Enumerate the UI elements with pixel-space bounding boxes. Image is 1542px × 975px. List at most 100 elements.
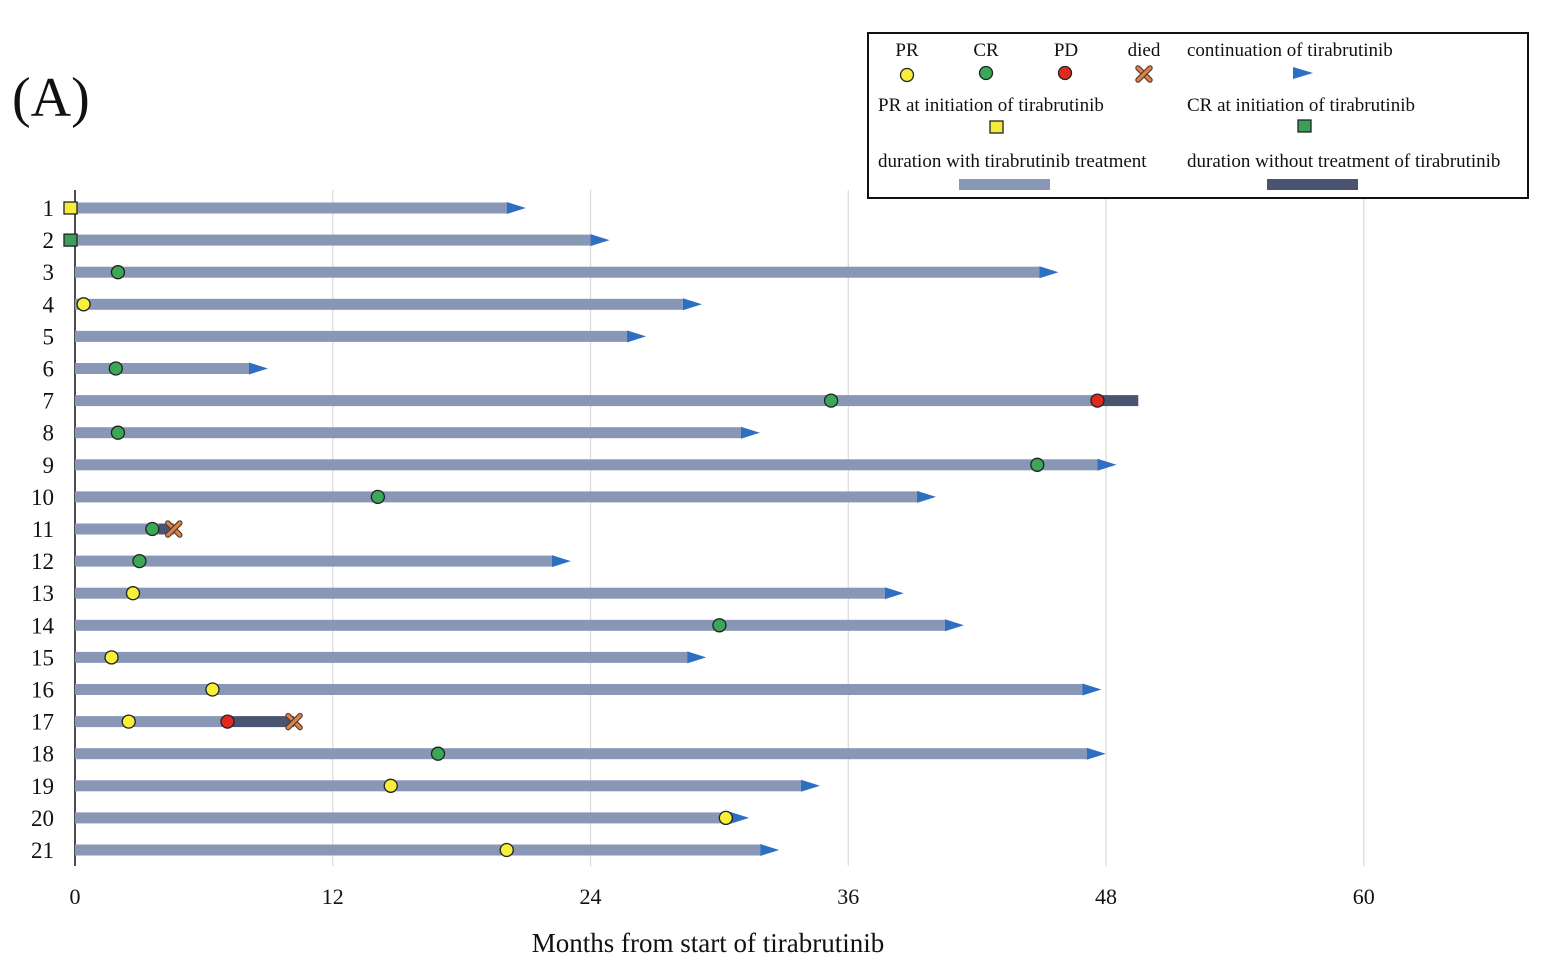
- continuation-arrow: [944, 619, 964, 632]
- treatment-bar: [75, 266, 1040, 278]
- died-x-stroke: [286, 713, 302, 730]
- continuation-arrow: [917, 490, 937, 503]
- pr-marker: [899, 67, 915, 83]
- continuation-arrow: [627, 330, 647, 343]
- continuation-arrow: [760, 844, 780, 856]
- pr-marker: [76, 297, 91, 312]
- treatment-bar: [75, 844, 761, 856]
- pr-marker: [718, 810, 733, 826]
- legend-symbols: [899, 65, 1358, 190]
- continuation-arrow: [590, 234, 610, 247]
- continuation-arrow: [687, 651, 707, 664]
- legend-pd-label: PD: [1054, 40, 1078, 61]
- treatment-bar: [75, 202, 507, 214]
- x-tick-label: 60: [1353, 884, 1375, 909]
- x-tick-label: 36: [837, 884, 859, 909]
- y-tick-label: 11: [32, 517, 54, 542]
- treatment-bar: [75, 651, 688, 663]
- x-tick-label: 12: [322, 884, 344, 909]
- died-marker: [1135, 65, 1153, 83]
- treatment-bar: [75, 459, 1098, 471]
- legend-with-treatment-label: duration with tirabrutinib treatment: [878, 151, 1147, 172]
- bars: [75, 202, 1139, 856]
- y-tick-label: 6: [43, 357, 55, 382]
- legend: PR CR PD died continuation of tirabrutin…: [867, 32, 1529, 199]
- continuation-arrow: [1097, 458, 1117, 471]
- pr-marker: [205, 682, 220, 697]
- continuation-arrow: [801, 779, 821, 792]
- cr-marker: [108, 361, 123, 376]
- pr-init-marker: [63, 201, 78, 215]
- continuation-arrow: [1086, 747, 1106, 760]
- y-tick-label: 16: [31, 678, 54, 703]
- legend-cr-label: CR: [973, 40, 999, 61]
- y-tick-label: 4: [43, 292, 55, 317]
- legend-without-treatment-bar: [1267, 179, 1358, 190]
- legend-without-treatment-label: duration without treatment of tirabrutin…: [1187, 151, 1500, 172]
- treatment-bar: [75, 395, 1098, 407]
- y-tick-label: 8: [43, 421, 55, 446]
- cr-marker: [823, 393, 839, 408]
- continuation-arrow: [884, 587, 904, 600]
- treatment-bar: [75, 587, 885, 599]
- treatment-bar: [75, 298, 683, 310]
- continuation-arrow: [1082, 683, 1102, 696]
- y-tick-label: 12: [31, 549, 54, 574]
- off-treatment-bar: [1097, 395, 1139, 407]
- cr-marker: [978, 65, 994, 81]
- y-tick-label: 21: [31, 838, 54, 863]
- treatment-bar: [75, 780, 802, 792]
- y-tick-label: 13: [31, 581, 54, 606]
- y-tick-label: 17: [31, 710, 54, 735]
- treatment-bar: [75, 619, 945, 631]
- legend-pr-init-label: PR at initiation of tirabrutinib: [878, 95, 1104, 116]
- pr-marker: [499, 842, 514, 858]
- y-tick-label: 7: [43, 389, 55, 414]
- event-markers: [63, 201, 1105, 858]
- panel-label: (A): [12, 67, 90, 129]
- continuation-arrow: [730, 811, 750, 824]
- cr-marker: [430, 746, 446, 761]
- died-x-stroke: [1136, 66, 1152, 82]
- treatment-bar: [75, 234, 591, 246]
- continuation-arrow: [682, 298, 702, 311]
- treatment-bar: [75, 330, 628, 342]
- treatment-bar: [75, 684, 1083, 695]
- cr-marker: [145, 521, 160, 537]
- y-tick-label: 9: [43, 453, 55, 478]
- pr-marker: [383, 778, 398, 793]
- pd-marker: [1090, 393, 1105, 408]
- treatment-bar: [75, 491, 918, 503]
- pd-marker: [1057, 65, 1073, 81]
- y-tick-label: 2: [43, 228, 55, 253]
- y-tick-label: 14: [31, 613, 55, 638]
- died-marker: [285, 712, 303, 731]
- legend-continuation-arrow: [1293, 67, 1313, 79]
- died-x-stroke: [166, 521, 182, 537]
- legend-pr-label: PR: [895, 40, 919, 61]
- cr-marker: [110, 425, 126, 440]
- cr-marker: [110, 265, 126, 280]
- treatment-bar: [75, 427, 741, 439]
- y-tick-label: 10: [31, 485, 54, 510]
- treatment-bar: [75, 555, 552, 567]
- treatment-bar: [75, 812, 731, 824]
- gridlines: [74, 190, 1365, 866]
- y-tick-label: 5: [43, 324, 55, 349]
- cr-marker: [132, 553, 147, 569]
- continuation-arrow: [248, 362, 268, 375]
- legend-cr-init-label: CR at initiation of tirabrutinib: [1187, 95, 1415, 116]
- cr-marker: [712, 618, 727, 633]
- pr-marker: [121, 714, 136, 729]
- continuation-arrow: [1039, 266, 1059, 279]
- off-treatment-bar: [227, 716, 295, 728]
- x-tick-label: 0: [70, 884, 81, 909]
- treatment-bar: [75, 523, 159, 535]
- y-tick-label: 20: [31, 806, 54, 831]
- treatment-bar: [75, 716, 228, 728]
- x-tick-label: 24: [580, 884, 602, 909]
- x-tick-labels: 0 12 24 36 48 60: [70, 884, 1375, 909]
- y-tick-label: 3: [43, 260, 55, 285]
- continuation-arrow: [740, 426, 760, 439]
